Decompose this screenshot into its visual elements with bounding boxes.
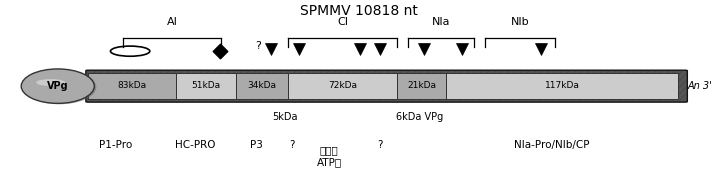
Text: CI: CI — [337, 17, 348, 27]
Text: AI: AI — [167, 17, 178, 27]
Text: NIb: NIb — [511, 17, 529, 27]
Text: SPMMV 10818 nt: SPMMV 10818 nt — [300, 4, 417, 18]
Point — [214, 50, 226, 53]
Text: 51kDa: 51kDa — [191, 81, 220, 90]
Bar — [288, 73, 397, 99]
Text: NIa: NIa — [432, 17, 450, 27]
Ellipse shape — [36, 79, 65, 86]
Text: 解旋酵
ATP醂: 解旋酵 ATP醂 — [316, 145, 341, 167]
Text: NIa-Pro/NIb/CP: NIa-Pro/NIb/CP — [514, 140, 589, 150]
Text: ?: ? — [256, 41, 262, 51]
Text: ?: ? — [377, 140, 382, 150]
FancyBboxPatch shape — [86, 70, 688, 102]
Text: 72kDa: 72kDa — [328, 81, 357, 90]
Text: VPg: VPg — [47, 81, 69, 91]
Text: 34kDa: 34kDa — [247, 81, 276, 90]
Bar — [88, 73, 176, 99]
Text: 6kDa VPg: 6kDa VPg — [396, 112, 443, 122]
Bar — [235, 73, 288, 99]
Text: P3: P3 — [250, 140, 263, 150]
Text: P1-Pro: P1-Pro — [100, 140, 133, 150]
Bar — [176, 73, 235, 99]
Bar — [446, 73, 678, 99]
Ellipse shape — [22, 69, 95, 103]
Text: HC-PRO: HC-PRO — [175, 140, 216, 150]
Text: An 3': An 3' — [688, 81, 712, 91]
Text: 21kDa: 21kDa — [407, 81, 436, 90]
Ellipse shape — [24, 70, 96, 104]
Text: ?: ? — [290, 140, 295, 150]
Bar — [397, 73, 447, 99]
Text: 117kDa: 117kDa — [545, 81, 580, 90]
Text: 5kDa: 5kDa — [272, 112, 298, 122]
Text: 83kDa: 83kDa — [118, 81, 146, 90]
